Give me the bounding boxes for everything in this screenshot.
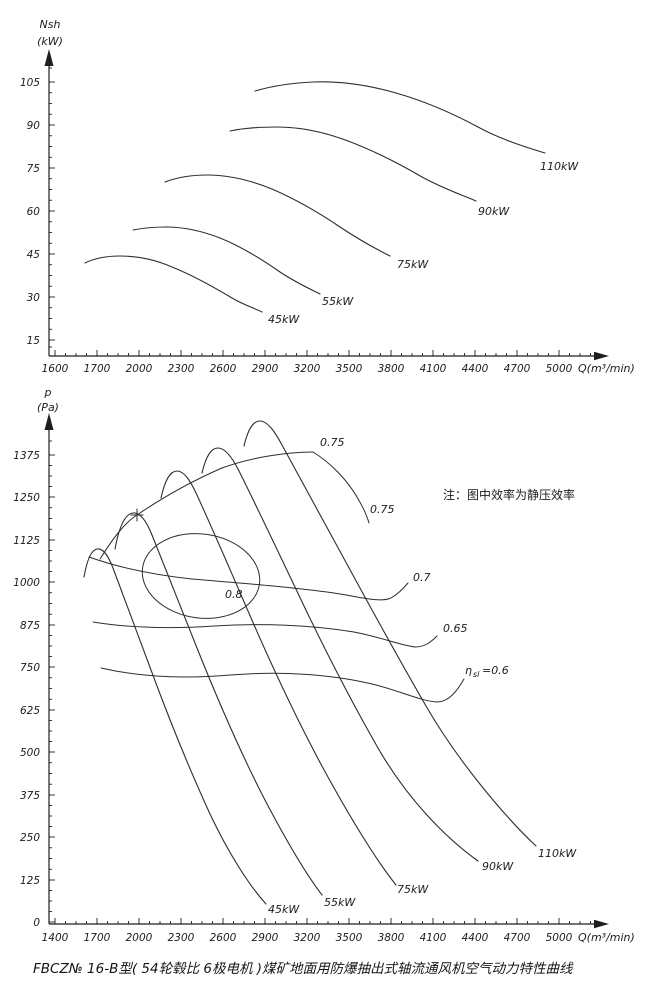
- bottom-y-label: 750: [20, 662, 40, 674]
- curve-label-45kW: 45kW: [268, 903, 300, 916]
- bottom-x-label: 3800: [378, 932, 405, 944]
- curve-label-110kW: 110kW: [538, 847, 577, 860]
- bottom-x-label: 2300: [168, 932, 195, 944]
- contour-eff-075-right: [312, 451, 370, 524]
- top-x-label: 2900: [252, 363, 279, 375]
- top-x-label: 2000: [126, 363, 153, 375]
- contour-eff-075-upper: [99, 451, 314, 560]
- top-x-label: 4400: [462, 363, 489, 375]
- top-y-tick-marks: [49, 67, 55, 348]
- top-y-label: 60: [27, 206, 41, 218]
- static-efficiency-note: 注：图中效率为静压效率: [443, 487, 575, 502]
- bottom-y-axis-arrow-icon: [44, 413, 54, 430]
- bottom-y-label: 625: [20, 705, 40, 717]
- top-x-label: 1600: [42, 363, 69, 375]
- bottom-y-label: 0: [33, 917, 40, 929]
- bottom-y-label: 1000: [13, 577, 40, 589]
- figure-caption: FBCZ№ 16-B型( 54轮毂比 6极电机 )煤矿地面用防爆抽出式轴流通风机…: [33, 961, 574, 977]
- curve-pressure-75kW: [160, 470, 397, 886]
- top-y-label: 105: [20, 77, 40, 89]
- top-y-label: 90: [27, 120, 41, 132]
- top-y-label: 30: [27, 292, 41, 304]
- curve-label-90kW: 90kW: [478, 205, 510, 218]
- bottom-x-tick-marks: [54, 918, 591, 924]
- top-x-label: 1700: [84, 363, 111, 375]
- bottom-y-axis-title: p: [44, 386, 52, 399]
- curve-pressure-90kW: [201, 447, 479, 862]
- eff-label-07: 0.7: [413, 571, 431, 584]
- bottom-y-label: 500: [20, 747, 40, 759]
- eff-label-075-upper: 0.75: [320, 436, 345, 449]
- curve-label-75kW: 75kW: [397, 883, 429, 896]
- top-y-axis-unit: (kW): [37, 35, 63, 48]
- top-x-axis-title: Q(m³/min): [578, 362, 635, 375]
- bottom-x-axis-title: Q(m³/min): [578, 931, 635, 944]
- curve-label-45kW: 45kW: [268, 313, 300, 326]
- bottom-x-label: 2000: [126, 932, 153, 944]
- curve-power-45kW: [84, 255, 263, 313]
- curve-power-90kW: [229, 126, 477, 202]
- bottom-y-label: 875: [20, 620, 40, 632]
- eff-label-065: 0.65: [443, 622, 468, 635]
- bottom-x-axis-arrow-icon: [594, 919, 609, 929]
- shaft-power-chart: Nsh (kW) Q(m³/min) 105 90 75 60 45 30 15…: [20, 18, 635, 375]
- curve-power-55kW: [132, 226, 321, 295]
- top-y-label: 45: [27, 249, 41, 261]
- top-x-label: 2300: [168, 363, 195, 375]
- contour-eff-06: [100, 667, 465, 703]
- eff-label-075-right: 0.75: [370, 503, 395, 516]
- eff-label-08: 0.8: [225, 588, 243, 601]
- bottom-x-label: 4100: [420, 932, 447, 944]
- top-x-label: 5000: [546, 363, 573, 375]
- bottom-x-label: 2900: [252, 932, 279, 944]
- top-x-axis-arrow-icon: [594, 351, 609, 361]
- contour-eff-08-oval: [141, 533, 261, 619]
- bottom-y-label: 1375: [13, 450, 40, 462]
- eta-subscript: sl: [473, 670, 480, 679]
- top-x-label: 4100: [420, 363, 447, 375]
- curve-label-55kW: 55kW: [324, 896, 356, 909]
- bottom-x-label: 4700: [504, 932, 531, 944]
- top-y-label: 15: [27, 335, 41, 347]
- bottom-y-tick-marks: [49, 440, 55, 923]
- eta-symbol: η: [465, 664, 472, 677]
- eff-label-06-value: =0.6: [482, 664, 509, 677]
- curve-label-110kW: 110kW: [540, 160, 579, 173]
- contour-eff-07: [88, 556, 409, 601]
- bottom-x-label: 1700: [84, 932, 111, 944]
- design-point-marker: [130, 508, 144, 522]
- contour-eff-065: [92, 621, 438, 648]
- curve-label-75kW: 75kW: [397, 258, 429, 271]
- bottom-x-label: 3500: [336, 932, 363, 944]
- top-y-axis-title: Nsh: [40, 18, 61, 31]
- top-y-label: 75: [27, 163, 41, 175]
- top-x-label: 3200: [294, 363, 321, 375]
- bottom-y-label: 375: [20, 790, 40, 802]
- curve-power-110kW: [254, 81, 546, 154]
- top-x-label: 3800: [378, 363, 405, 375]
- curve-pressure-45kW: [83, 548, 267, 905]
- bottom-x-label: 4400: [462, 932, 489, 944]
- bottom-y-label: 250: [20, 832, 40, 844]
- top-x-label: 2600: [210, 363, 237, 375]
- bottom-x-label: 3200: [294, 932, 321, 944]
- bottom-x-label: 1400: [42, 932, 69, 944]
- bottom-x-label: 5000: [546, 932, 573, 944]
- bottom-x-label: 2600: [210, 932, 237, 944]
- curve-pressure-110kW: [243, 420, 537, 847]
- top-x-tick-marks: [54, 350, 591, 356]
- bottom-y-label: 1250: [13, 492, 40, 504]
- pressure-chart: p (Pa) Q(m³/min) 1375 1250 1125 1000 875…: [13, 386, 635, 944]
- curve-label-55kW: 55kW: [322, 295, 354, 308]
- top-y-axis-arrow-icon: [44, 49, 54, 66]
- curve-label-90kW: 90kW: [482, 860, 514, 873]
- bottom-y-axis-unit: (Pa): [37, 401, 59, 414]
- curve-power-75kW: [164, 174, 391, 257]
- top-x-label: 4700: [504, 363, 531, 375]
- bottom-y-label: 125: [20, 875, 40, 887]
- top-x-label: 3500: [336, 363, 363, 375]
- bottom-y-label: 1125: [13, 535, 40, 547]
